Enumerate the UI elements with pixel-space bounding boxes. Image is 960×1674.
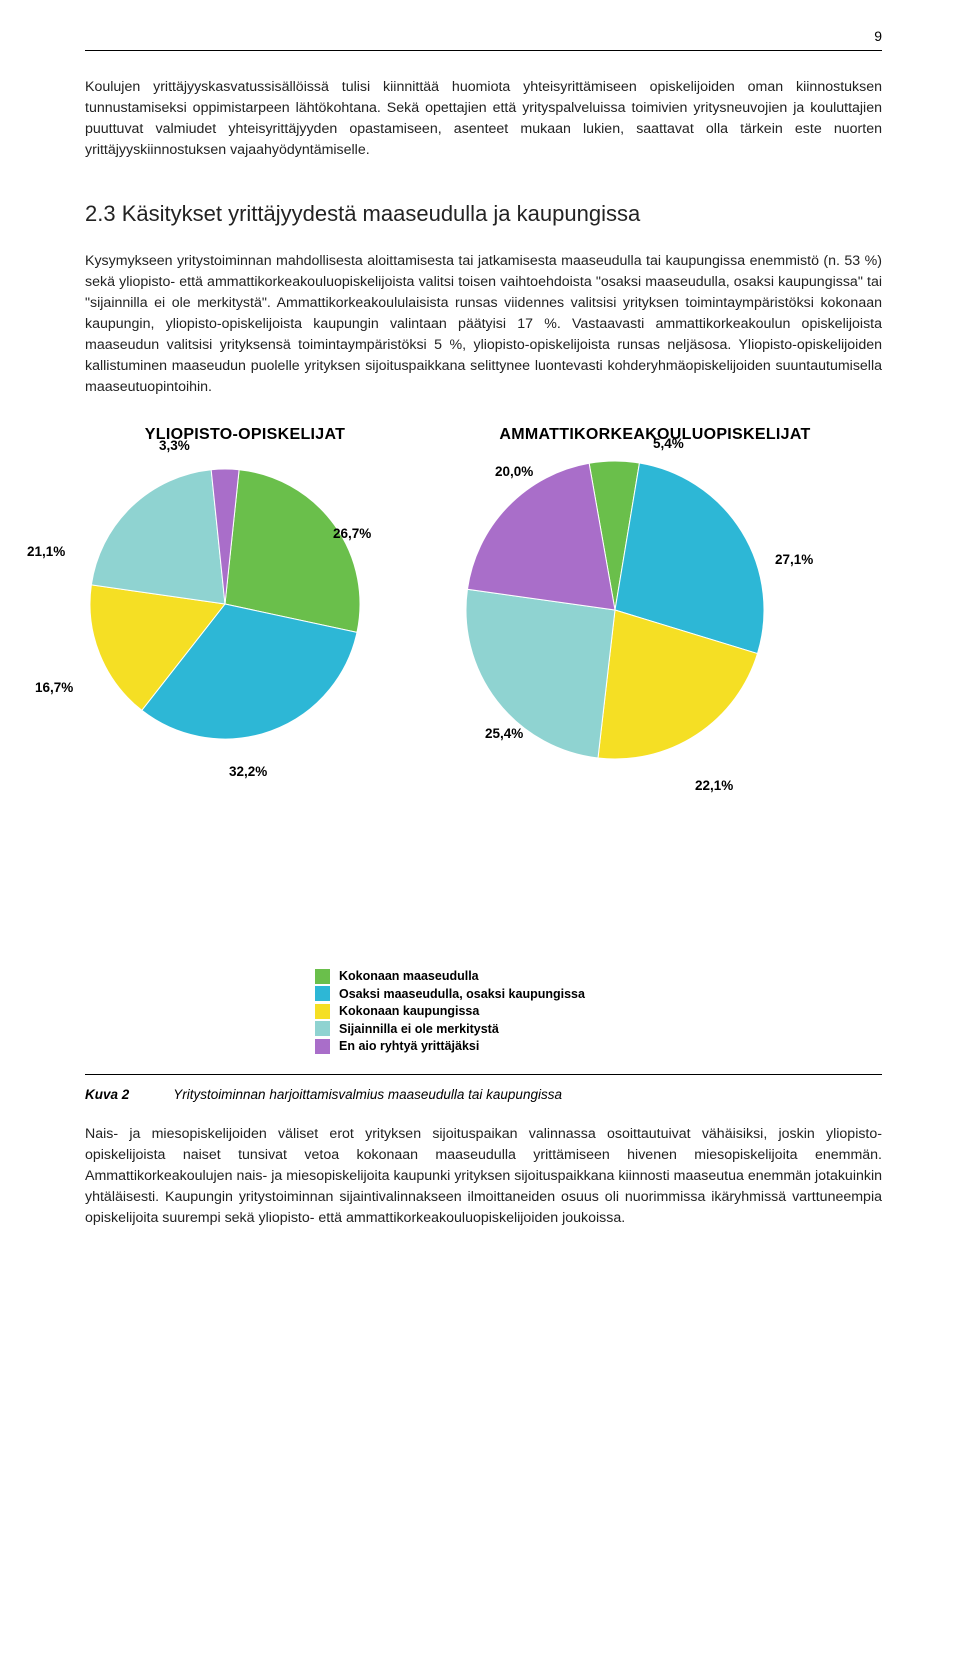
- pie-slice-label: 21,1%: [27, 544, 65, 559]
- pie-slice-label: 20,0%: [495, 464, 533, 479]
- legend-label: Kokonaan maaseudulla: [339, 969, 479, 983]
- charts-container: YLIOPISTO-OPISKELIJAT 26,7%32,2%16,7%21,…: [85, 426, 882, 1066]
- legend-item: En aio ryhtyä yrittäjäksi: [315, 1039, 585, 1054]
- pie-slice-label: 5,4%: [653, 436, 684, 451]
- paragraph-2: Kysymykseen yritystoiminnan mahdollisest…: [85, 251, 882, 398]
- pie-slice-label: 32,2%: [229, 764, 267, 779]
- pie-slice-label: 26,7%: [333, 526, 371, 541]
- paragraph-1: Koulujen yrittäjyyskasvatussisällöissä t…: [85, 77, 882, 161]
- pie-slice-label: 25,4%: [485, 726, 523, 741]
- chart-right: AMMATTIKORKEAKOULUOPISKELIJAT 5,4%27,1%2…: [455, 426, 855, 770]
- legend-swatch: [315, 986, 330, 1001]
- caption-rule: [85, 1074, 882, 1075]
- chart1-pie: [75, 454, 375, 754]
- paragraph-3: Nais- ja miesopiskelijoiden väliset erot…: [85, 1124, 882, 1229]
- chart-left: YLIOPISTO-OPISKELIJAT 26,7%32,2%16,7%21,…: [75, 426, 415, 754]
- legend-swatch: [315, 1039, 330, 1054]
- caption-key: Kuva 2: [85, 1087, 129, 1102]
- legend-label: En aio ryhtyä yrittäjäksi: [339, 1039, 479, 1053]
- legend: Kokonaan maaseudulla Osaksi maaseudulla, …: [315, 966, 585, 1056]
- legend-label: Osaksi maaseudulla, osaksi kaupungissa: [339, 987, 585, 1001]
- page-rule: [85, 50, 882, 51]
- legend-swatch: [315, 1004, 330, 1019]
- pie-slice-label: 27,1%: [775, 552, 813, 567]
- legend-label: Kokonaan kaupungissa: [339, 1004, 479, 1018]
- legend-item: Kokonaan kaupungissa: [315, 1004, 585, 1019]
- chart2-pie: [455, 450, 775, 770]
- legend-item: Osaksi maaseudulla, osaksi kaupungissa: [315, 986, 585, 1001]
- chart1-title: YLIOPISTO-OPISKELIJAT: [75, 426, 415, 444]
- legend-item: Kokonaan maaseudulla: [315, 969, 585, 984]
- pie-slice-label: 3,3%: [159, 438, 190, 453]
- section-heading: 2.3 Käsitykset yrittäjyydestä maaseudull…: [85, 201, 882, 227]
- caption-text: Yritystoiminnan harjoittamisvalmius maas…: [173, 1087, 562, 1102]
- figure-caption: Kuva 2 Yritystoiminnan harjoittamisvalmi…: [85, 1087, 882, 1102]
- legend-label: Sijainnilla ei ole merkitystä: [339, 1022, 499, 1036]
- legend-item: Sijainnilla ei ole merkitystä: [315, 1021, 585, 1036]
- legend-swatch: [315, 969, 330, 984]
- page-number: 9: [874, 28, 882, 44]
- legend-swatch: [315, 1021, 330, 1036]
- pie-slice-label: 16,7%: [35, 680, 73, 695]
- pie-slice: [467, 463, 615, 610]
- pie-slice: [91, 470, 225, 604]
- pie-slice-label: 22,1%: [695, 778, 733, 793]
